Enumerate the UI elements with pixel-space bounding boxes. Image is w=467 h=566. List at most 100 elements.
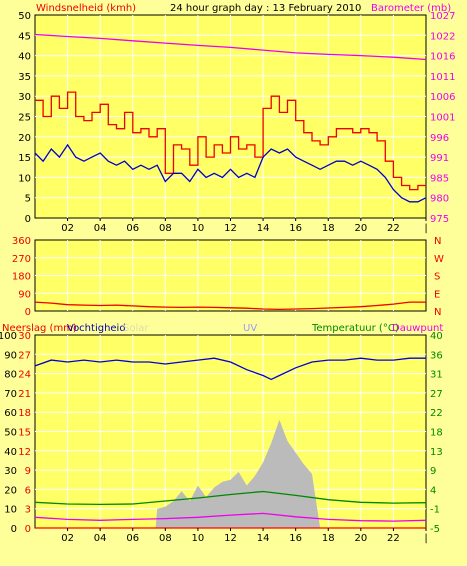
wind-left-ytick-label: 50	[18, 11, 31, 22]
barometer-right-ytick-label: 1027	[430, 11, 455, 22]
wind-left-ytick-label: 20	[18, 133, 31, 144]
raintemp-xtick-label: |	[424, 533, 427, 544]
humidity-left-ytick-label: 80	[4, 370, 17, 381]
uv-axis-title: UV	[243, 323, 257, 334]
rain-left-ytick-label: 6	[25, 485, 31, 496]
direction-compass-ytick-label: N	[434, 307, 441, 318]
raintemp-xtick-label: 20	[354, 533, 367, 544]
humidity-left-ytick-label: 0	[11, 524, 17, 535]
humidity-left-ytick-label: 40	[4, 447, 17, 458]
direction-compass-ytick-label: W	[434, 254, 444, 265]
wind-plot-ticks: 02 04 06 08 10 12 14 16 18 20 22 | 0 5 10 15 20 25 30 35 40 4…	[18, 11, 455, 234]
wind-xtick-label: |	[424, 223, 427, 234]
wind-left-ytick-label: 40	[18, 52, 31, 63]
rain-left-ytick-label: 18	[18, 408, 31, 419]
direction-left-ytick-label: 0	[25, 307, 31, 318]
barometer-right-ytick-label: 996	[430, 133, 449, 144]
raintemp-xtick-label: 02	[61, 533, 74, 544]
temperature-right-ytick-label: 22	[430, 408, 443, 419]
rain-left-ytick-label: 9	[25, 466, 31, 477]
wind-xtick-label: 02	[61, 223, 74, 234]
humidity-left-ytick-label: 60	[4, 408, 17, 419]
dewpoint-line	[34, 512, 427, 522]
wind-left-ytick-label: 45	[18, 31, 31, 42]
temperature-right-ytick-label: 9	[430, 466, 436, 477]
barometer-right-ytick-label: 1011	[430, 72, 455, 83]
wind-left-ytick-label: 0	[25, 214, 31, 225]
raintemp-xtick-label: 12	[224, 533, 237, 544]
raintemp-xtick-label: 08	[159, 533, 172, 544]
rain-axis-title: Neerslag (mm)	[2, 323, 77, 334]
temperature-right-ytick-label: 18	[430, 428, 443, 439]
wind-plot-series	[34, 33, 427, 203]
wind-left-ytick-label: 5	[25, 194, 31, 205]
rain-left-ytick-label: 27	[18, 350, 31, 361]
barometer-right-ytick-label: 1001	[430, 113, 455, 124]
temperature-right-ytick-label: 40	[430, 331, 443, 342]
wind-xtick-label: 18	[322, 223, 335, 234]
wind-gust-line	[35, 91, 426, 191]
temperature-right-ytick-label: -5	[430, 524, 440, 535]
rain-left-ytick-label: 0	[25, 524, 31, 535]
humidity-line	[34, 357, 426, 381]
wind-xtick-label: 22	[387, 223, 400, 234]
barometer-axis-title: Barometer (mb)	[371, 3, 451, 14]
rain-left-ytick-label: 3	[25, 505, 31, 516]
direction-plot-grid	[35, 240, 426, 311]
raintemp-xtick-label: 18	[322, 533, 335, 544]
direction-compass-ytick-label: N	[434, 236, 441, 247]
barometer-line	[34, 33, 427, 61]
barometer-right-ytick-label: 980	[430, 194, 449, 205]
wind-xtick-label: 06	[126, 223, 139, 234]
wind-xtick-label: 04	[94, 223, 107, 234]
wind-xtick-label: 12	[224, 223, 237, 234]
temperature-axis-title: Temperatuur (°C)	[311, 323, 399, 334]
humidity-left-ytick-label: 20	[4, 485, 17, 496]
humidity-left-ytick-label: 30	[4, 466, 17, 477]
wind-axis-title: Windsnelheid (kmh)	[36, 3, 136, 14]
raintemp-xtick-label: 14	[257, 533, 270, 544]
humidity-left-ytick-label: 100	[0, 331, 17, 342]
barometer-right-ytick-label: 975	[430, 214, 449, 225]
wind-xtick-label: 08	[159, 223, 172, 234]
dewpoint-axis-title: Dauwpunt	[392, 323, 443, 334]
direction-compass-ytick-label: E	[434, 289, 440, 300]
rain-left-ytick-label: 15	[18, 428, 31, 439]
direction-left-ytick-label: 360	[12, 236, 31, 247]
wind-left-ytick-label: 15	[18, 153, 31, 164]
page-title: 24 hour graph day : 13 February 2010	[170, 3, 361, 14]
rain-temp-plot-ticks: 02 04 06 08 10 12 14 16 18 20 22 |01020304050607080…	[0, 331, 443, 544]
raintemp-xtick-label: 04	[94, 533, 107, 544]
wind-average-line	[34, 143, 427, 203]
wind-left-ytick-label: 30	[18, 92, 31, 103]
temperature-right-ytick-label: 13	[430, 447, 443, 458]
temperature-right-ytick-label: 27	[430, 389, 443, 400]
direction-left-ytick-label: 180	[12, 272, 31, 283]
rain-left-ytick-label: 21	[18, 389, 31, 400]
wind-direction-line	[34, 301, 426, 311]
wind-xtick-label: 10	[192, 223, 205, 234]
barometer-right-ytick-label: 1022	[430, 31, 455, 42]
temperature-line	[34, 490, 427, 506]
barometer-right-ytick-label: 1006	[430, 92, 455, 103]
humidity-left-ytick-label: 90	[4, 350, 17, 361]
direction-plot-series	[34, 301, 426, 311]
humidity-left-ytick-label: 70	[4, 389, 17, 400]
direction-compass-ytick-label: S	[434, 272, 440, 283]
barometer-right-ytick-label: 1016	[430, 52, 455, 63]
raintemp-xtick-label: 16	[289, 533, 302, 544]
direction-left-ytick-label: 270	[12, 254, 31, 265]
wind-xtick-label: 20	[354, 223, 367, 234]
direction-left-ytick-label: 90	[18, 289, 31, 300]
temperature-right-ytick-label: 36	[430, 350, 443, 361]
rain-left-ytick-label: 12	[18, 447, 31, 458]
solar-axis-title: Solar	[123, 323, 149, 334]
humidity-left-ytick-label: 10	[4, 505, 17, 516]
humidity-axis-title: Vochtigheid	[67, 323, 126, 334]
wind-left-ytick-label: 35	[18, 72, 31, 83]
rain-left-ytick-label: 24	[18, 370, 31, 381]
barometer-right-ytick-label: 985	[430, 173, 449, 184]
wind-left-ytick-label: 10	[18, 173, 31, 184]
